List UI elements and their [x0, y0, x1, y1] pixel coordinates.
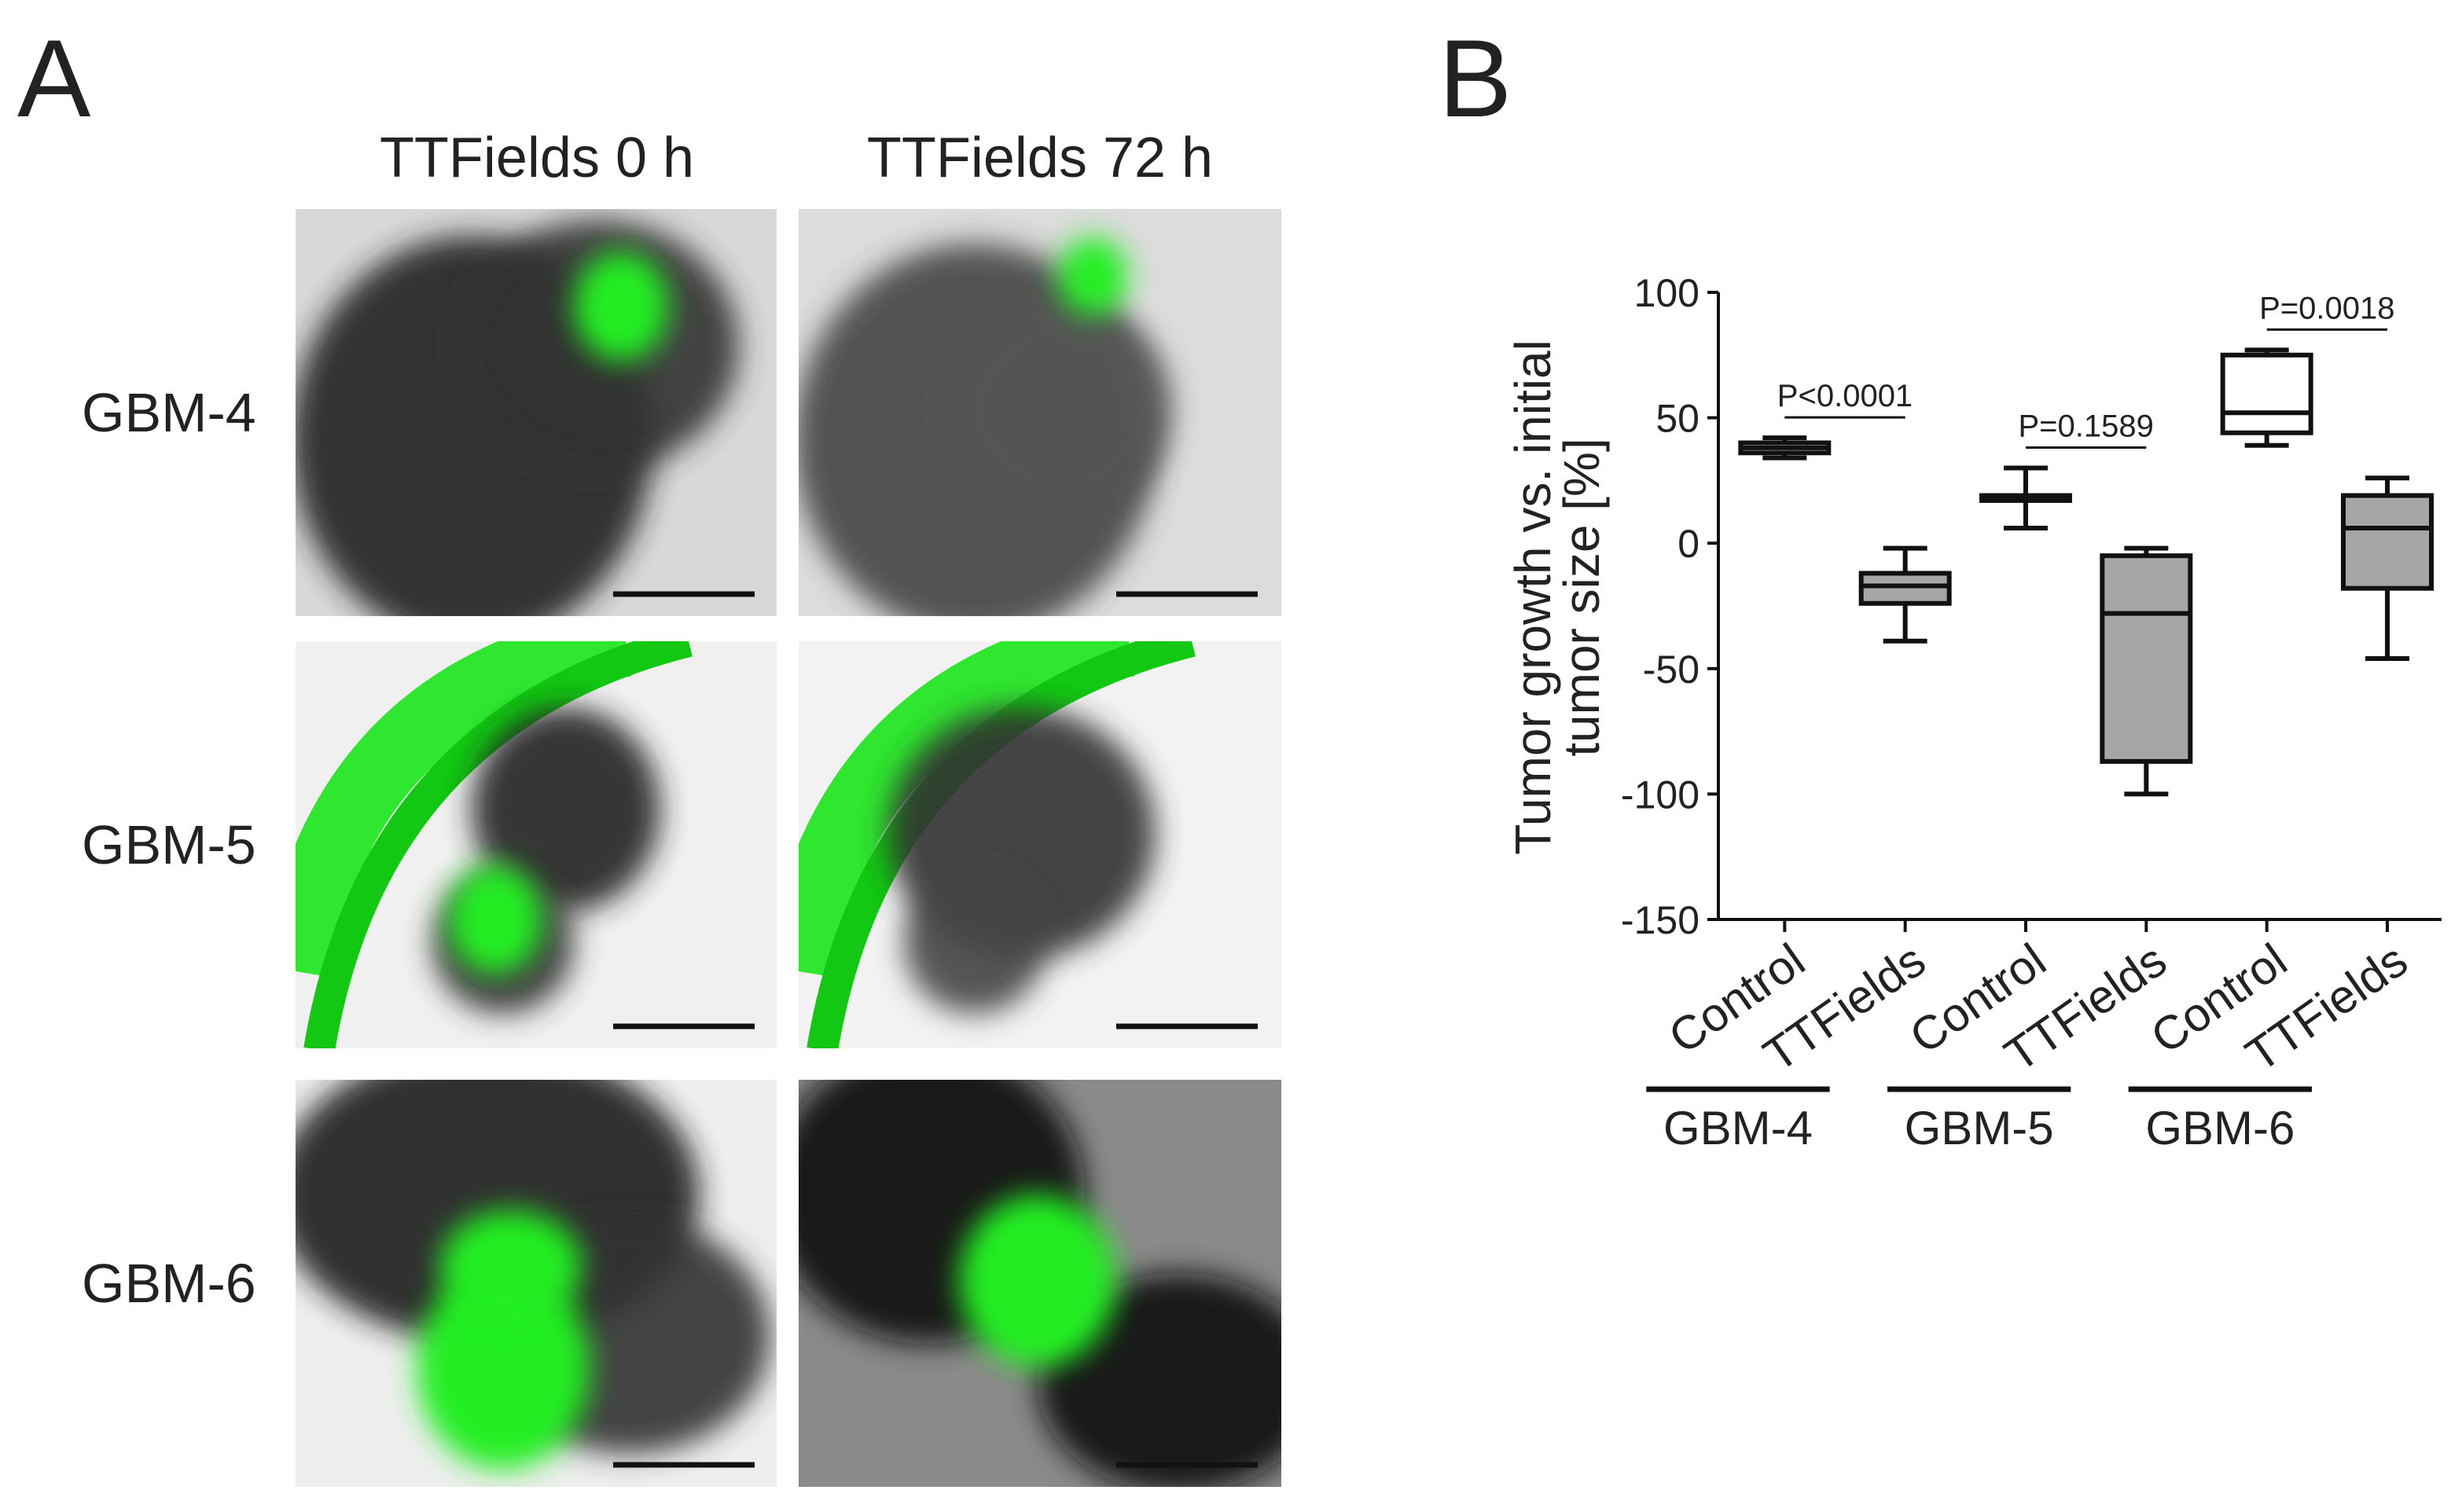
box [1858, 571, 1952, 606]
tissue [904, 872, 1045, 1014]
panel-label: B [1439, 17, 1512, 140]
row-label: GBM-4 [82, 382, 256, 443]
fluorescent-tumor [959, 1195, 1116, 1367]
panel-label: A [17, 17, 91, 140]
column-header: TTFields 0 h [380, 127, 694, 189]
micrograph [296, 1080, 777, 1487]
micrograph [799, 1080, 1281, 1487]
fluorescent-tumor [417, 1265, 590, 1470]
y-tick-label: 0 [1677, 522, 1700, 566]
group-label: GBM-6 [2145, 1102, 2295, 1154]
significance-label: P=0.1589 [2018, 409, 2153, 443]
row-label: GBM-6 [82, 1253, 256, 1314]
y-tick-label: -100 [1621, 773, 1700, 817]
y-tick-label: -150 [1621, 898, 1700, 942]
y-axis-label: Tumor growth vs. initial [1505, 339, 1561, 855]
y-tick-label: -50 [1643, 648, 1700, 692]
box [2220, 352, 2313, 435]
significance-label: P=0.0018 [2259, 291, 2394, 325]
group-label: GBM-5 [1905, 1102, 2054, 1154]
significance-label: P<0.0001 [1777, 379, 1913, 413]
tissue [472, 707, 660, 912]
fluorescent-tumor [574, 251, 668, 361]
glass-edge [799, 641, 1135, 978]
glass-edge [296, 641, 632, 978]
micrograph [296, 641, 777, 1048]
row-label: GBM-5 [82, 814, 256, 875]
glass-edge [303, 641, 693, 1048]
box [2100, 553, 2193, 764]
group-label: GBM-4 [1663, 1102, 1813, 1154]
micrograph [799, 209, 1281, 616]
y-tick-label: 50 [1655, 397, 1700, 441]
fluorescent-tumor [440, 1210, 582, 1320]
fluorescent-tumor [1058, 237, 1127, 316]
box [2341, 493, 2434, 591]
column-header: TTFields 72 h [867, 127, 1213, 189]
micrograph [296, 209, 777, 616]
y-tick-label: 100 [1634, 271, 1700, 315]
fluorescent-tumor [448, 864, 542, 974]
tissue [951, 299, 1171, 519]
micrograph [799, 641, 1281, 1048]
y-axis-label: tumor size [%] [1553, 438, 1610, 756]
